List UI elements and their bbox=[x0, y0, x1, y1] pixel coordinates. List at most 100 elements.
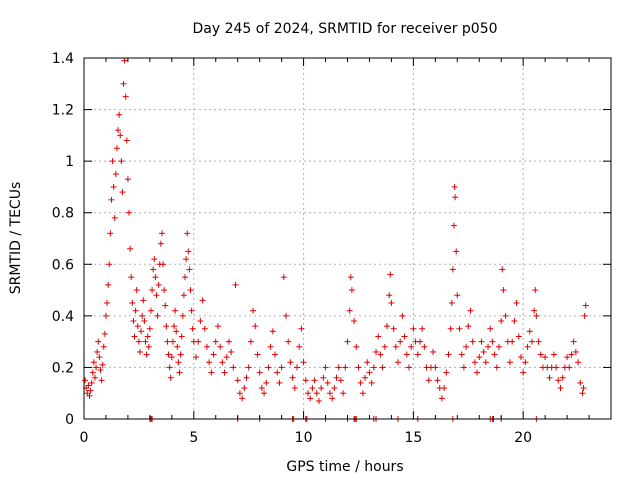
x-tick-label: 5 bbox=[189, 430, 198, 446]
data-point bbox=[451, 183, 458, 190]
x-axis-label: GPS time / hours bbox=[286, 459, 403, 475]
data-point bbox=[370, 364, 377, 371]
data-point bbox=[140, 297, 147, 304]
data-point bbox=[296, 343, 303, 350]
data-point bbox=[276, 379, 283, 386]
data-point bbox=[293, 364, 300, 371]
data-point bbox=[168, 354, 175, 361]
data-point bbox=[496, 343, 503, 350]
data-point bbox=[489, 338, 496, 345]
data-point bbox=[201, 325, 208, 332]
data-point bbox=[274, 369, 281, 376]
data-point bbox=[87, 387, 94, 394]
y-tick-label: 0.8 bbox=[52, 206, 74, 222]
data-point bbox=[133, 287, 140, 294]
data-point bbox=[304, 390, 311, 397]
data-point bbox=[141, 318, 148, 325]
data-point bbox=[388, 299, 395, 306]
data-point bbox=[93, 364, 100, 371]
data-point bbox=[225, 338, 232, 345]
data-point bbox=[522, 359, 529, 366]
data-point bbox=[453, 248, 460, 255]
data-point bbox=[147, 307, 154, 314]
data-point bbox=[117, 132, 124, 139]
data-point bbox=[331, 385, 338, 392]
data-point bbox=[122, 93, 129, 100]
data-point bbox=[161, 287, 168, 294]
data-point bbox=[397, 338, 404, 345]
data-point bbox=[322, 364, 329, 371]
data-point bbox=[94, 348, 101, 355]
data-point bbox=[575, 359, 582, 366]
data-point bbox=[195, 338, 202, 345]
data-point bbox=[375, 333, 382, 340]
data-point bbox=[91, 374, 98, 381]
data-point bbox=[553, 364, 560, 371]
data-point bbox=[158, 230, 165, 237]
data-point bbox=[153, 292, 160, 299]
data-point bbox=[342, 364, 349, 371]
data-point bbox=[469, 338, 476, 345]
data-point bbox=[456, 325, 463, 332]
data-point bbox=[203, 343, 210, 350]
data-point bbox=[228, 348, 235, 355]
data-point bbox=[90, 359, 97, 366]
data-point bbox=[112, 171, 119, 178]
data-point bbox=[357, 379, 364, 386]
data-point bbox=[184, 230, 191, 237]
data-point bbox=[116, 111, 123, 118]
data-point bbox=[454, 292, 461, 299]
x-tick-label: 15 bbox=[404, 430, 422, 446]
data-point bbox=[183, 256, 190, 263]
data-point bbox=[278, 364, 285, 371]
data-point bbox=[261, 390, 268, 397]
data-point bbox=[401, 333, 408, 340]
axis-ticks: 0 0.2 0.4 0.6 0.8 1 1.2 1.4 0 5 10 15 20 bbox=[52, 51, 611, 446]
data-point bbox=[434, 377, 441, 384]
data-point bbox=[362, 374, 369, 381]
data-point bbox=[311, 377, 318, 384]
data-point bbox=[178, 333, 185, 340]
data-point bbox=[109, 158, 116, 165]
y-axis-label: SRMTID / TECUs bbox=[8, 182, 24, 295]
data-point bbox=[127, 245, 134, 252]
data-point bbox=[506, 359, 513, 366]
data-point bbox=[333, 374, 340, 381]
data-point bbox=[395, 359, 402, 366]
data-point bbox=[192, 354, 199, 361]
data-point bbox=[432, 364, 439, 371]
data-point bbox=[143, 351, 150, 358]
data-point bbox=[250, 307, 257, 314]
data-point bbox=[572, 348, 579, 355]
data-point bbox=[324, 379, 331, 386]
data-point bbox=[136, 348, 143, 355]
data-point bbox=[353, 343, 360, 350]
data-point bbox=[119, 189, 126, 196]
data-point bbox=[182, 274, 189, 281]
y-tick-label: 0 bbox=[65, 412, 74, 428]
data-point bbox=[111, 214, 118, 221]
data-point bbox=[155, 281, 162, 288]
data-point bbox=[269, 328, 276, 335]
data-point bbox=[236, 390, 243, 397]
data-point bbox=[340, 390, 347, 397]
grid-lines bbox=[84, 58, 611, 419]
data-point bbox=[517, 354, 524, 361]
data-point bbox=[113, 145, 120, 152]
data-point bbox=[217, 343, 224, 350]
data-point bbox=[485, 343, 492, 350]
y-tick-label: 1.4 bbox=[52, 51, 74, 67]
x-tick-label: 10 bbox=[295, 430, 313, 446]
data-point bbox=[188, 307, 195, 314]
data-point bbox=[348, 287, 355, 294]
data-point bbox=[320, 374, 327, 381]
data-point bbox=[414, 351, 421, 358]
data-point bbox=[289, 374, 296, 381]
data-point bbox=[124, 176, 131, 183]
data-point bbox=[126, 209, 133, 216]
data-point bbox=[265, 364, 272, 371]
data-point bbox=[100, 343, 107, 350]
data-point bbox=[176, 369, 183, 376]
data-point bbox=[210, 351, 217, 358]
